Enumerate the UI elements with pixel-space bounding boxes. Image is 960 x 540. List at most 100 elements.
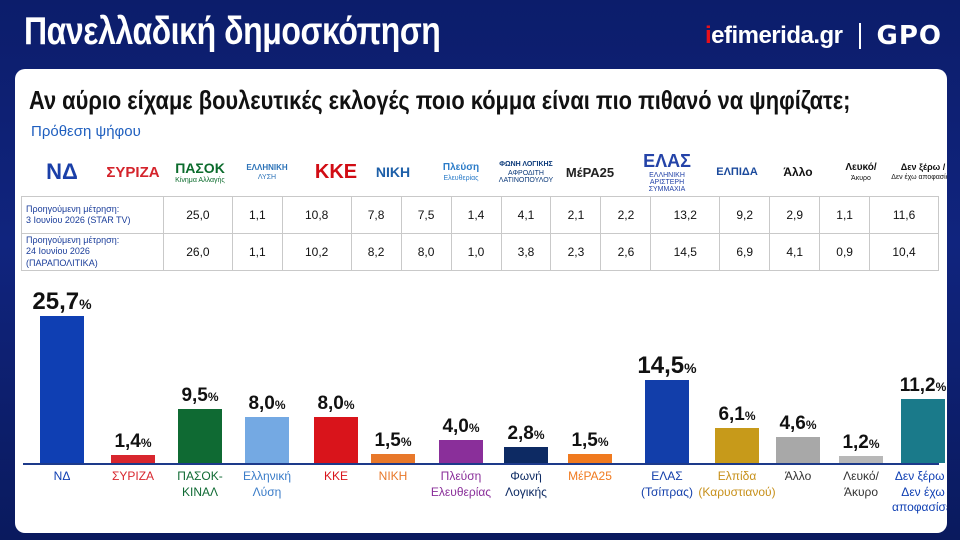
- category-label: ΣΥΡΙΖΑ: [111, 469, 155, 483]
- poll-question: Αν αύριο είχαμε βουλευτικές εκλογές ποιο…: [29, 85, 851, 115]
- party-logo: ΝΔ: [46, 159, 78, 184]
- party-logo: ΝΙΚΗ: [375, 164, 411, 180]
- brand-divider: [858, 23, 861, 49]
- table-cell: 10,2: [281, 233, 352, 271]
- party-logo: ΦΩΝΗ ΛΟΓΙΚΗΣ ΑΦΡΟΔΙΤΗ ΛΑΤΙΝΟΠΟΥΛΟΥ: [498, 160, 554, 184]
- value-label: 6,1%: [718, 404, 756, 426]
- value-label: 14,5%: [637, 352, 697, 380]
- table-cell: 1,1: [231, 233, 283, 271]
- value-label: 4,0%: [442, 416, 480, 438]
- bar-2: [178, 408, 222, 463]
- table-cell: 11,6: [869, 196, 939, 234]
- table-cell: 25,0: [163, 196, 233, 234]
- value-label: 8,0%: [248, 393, 286, 415]
- category-label: ΝΔ: [53, 469, 71, 483]
- bar-1: [111, 454, 155, 463]
- party-logo: ΠΑΣΟΚ Κίνημα Αλλαγής: [175, 159, 225, 184]
- table-cell: 14,5: [650, 233, 721, 271]
- table-cell: 10,4: [869, 233, 939, 271]
- table-cell: 2,9: [769, 196, 821, 234]
- table-row: Προηγούμενη μέτρηση: 24 Ιουνίου 2026 (ΠΑΡ…: [21, 233, 939, 271]
- table-cell: 26,0: [163, 233, 233, 271]
- table-cell: 1,1: [819, 196, 871, 234]
- bar-5: [371, 454, 415, 463]
- table-cell: 1,0: [450, 233, 502, 271]
- table-cell: 0,9: [819, 233, 871, 271]
- table-cell: 6,9: [719, 233, 771, 271]
- category-label: ΚΚΕ: [323, 469, 348, 483]
- party-logo: ΕΛΠΙΔΑ: [716, 165, 758, 178]
- bar-7: [504, 446, 548, 463]
- table-cell: 2,2: [600, 196, 652, 234]
- value-label: 9,5%: [181, 384, 219, 406]
- value-label: 2,8%: [507, 422, 545, 444]
- value-label: 11,2%: [899, 374, 947, 396]
- table-cell: 2,6: [600, 233, 652, 271]
- value-label: 8,0%: [317, 393, 355, 415]
- gpo-logo: GPO: [876, 21, 942, 51]
- value-label: 4,6%: [779, 412, 817, 434]
- party-logo: Λευκό/Άκυρο: [845, 161, 877, 182]
- header-bar: Πανελλαδική δημοσκόπηση iefimerida.gr GP…: [0, 0, 960, 68]
- poll-subtitle: Πρόθεση ψήφου: [31, 123, 141, 140]
- bar-11: [776, 436, 820, 463]
- page-title: Πανελλαδική δημοσκόπηση: [24, 10, 441, 53]
- row-label: Προηγούμενη μέτρηση: 24 Ιουνίου 2026 (ΠΑΡ…: [21, 233, 164, 271]
- table-cell: 4,1: [769, 233, 821, 271]
- table-cell: 3,8: [500, 233, 552, 271]
- previous-measurements-table: Προηγούμενη μέτρηση: 3 Ιουνίου 2026 (STAR…: [21, 196, 939, 271]
- bar-6: [439, 440, 483, 463]
- category-label: ΠΑΣΟΚ- ΚΙΝΑΛ: [177, 469, 223, 499]
- party-logo: ΚΚΕ: [314, 161, 358, 183]
- category-label: Πλεύση Ελευθερίας: [430, 469, 492, 499]
- category-label: Φωνή Λογικής: [505, 469, 547, 499]
- bar-8: [568, 454, 612, 463]
- category-label: ΜέΡΑ25: [568, 469, 612, 483]
- table-cell: 9,2: [719, 196, 771, 234]
- brand-logos: iefimerida.gr GPO: [660, 18, 960, 54]
- table-cell: 7,5: [400, 196, 452, 234]
- table-cell: 1,4: [450, 196, 502, 234]
- iefimerida-logo: iefimerida.gr: [704, 22, 843, 49]
- bar-9: [645, 380, 689, 463]
- bar-3: [245, 417, 289, 463]
- table-cell: 10,8: [281, 196, 352, 234]
- category-label: ΝΙΚΗ: [378, 469, 408, 483]
- bar-0: [40, 316, 84, 463]
- table-cell: 4,1: [500, 196, 552, 234]
- category-label: Λευκό/Άκυρο: [843, 469, 879, 499]
- bar-12: [839, 456, 883, 463]
- value-label: 1,5%: [374, 430, 412, 452]
- vote-intention-chart: 25,7% ΝΔ 1,4% ΣΥΡΙΖΑ 9,5% ΠΑΣΟΚ- ΚΙΝΑΛ 8,0% Ελλη…: [15, 279, 947, 533]
- table-cell: 8,0: [400, 233, 452, 271]
- category-label: ΕΛΑΣ (Τσίπρας): [641, 469, 693, 499]
- value-label: 25,7%: [32, 288, 92, 315]
- value-label: 1,4%: [114, 430, 152, 452]
- bar-4: [314, 417, 358, 463]
- party-logo: ΕΛΛΗΝΙΚΗ ΛΥΣΗ: [246, 162, 288, 181]
- table-cell: 2,1: [550, 196, 602, 234]
- value-label: 1,2%: [842, 432, 880, 454]
- party-logo: Πλεύση Ελευθερίας: [442, 161, 480, 182]
- table-row: Προηγούμενη μέτρηση: 3 Ιουνίου 2026 (STAR…: [21, 196, 939, 234]
- party-logo: ΜέΡΑ25: [565, 164, 615, 180]
- table-cell: 8,2: [350, 233, 402, 271]
- chart-baseline: [23, 463, 939, 465]
- table-cell: 2,3: [550, 233, 602, 271]
- category-label: Ελπίδα (Καρυστιανού): [698, 469, 776, 499]
- table-cell: 1,1: [231, 196, 283, 234]
- party-logos-row: ΝΔ ΣΥΡΙΖΑ ΠΑΣΟΚ Κίνημα Αλλαγής ΕΛΛΗΝΙΚΗ ΛΥΣΗ Κ…: [15, 151, 947, 193]
- table-cell: 13,2: [650, 196, 721, 234]
- party-logo: Άλλο: [783, 165, 813, 179]
- table-cell: 7,8: [350, 196, 402, 234]
- bar-13: [901, 398, 945, 463]
- row-label: Προηγούμενη μέτρηση: 3 Ιουνίου 2026 (STAR…: [21, 196, 164, 234]
- bar-10: [715, 428, 759, 463]
- poll-card: Αν αύριο είχαμε βουλευτικές εκλογές ποιο…: [15, 69, 947, 533]
- party-logo: ΣΥΡΙΖΑ: [106, 163, 160, 181]
- category-label: Άλλο: [784, 469, 812, 483]
- category-label: Δεν ξέρω /Δεν έχωαποφασίσει: [892, 469, 947, 515]
- party-logo: ΕΛΑΣ ΕΛΛΗΝΙΚΗ ΑΡΙΣΤΕΡΗ ΣΥΜΜΑΧΙΑ: [643, 150, 691, 193]
- party-logo: Δεν ξέρω /Δεν έχω αποφασίσει: [891, 162, 947, 182]
- value-label: 1,5%: [571, 430, 609, 452]
